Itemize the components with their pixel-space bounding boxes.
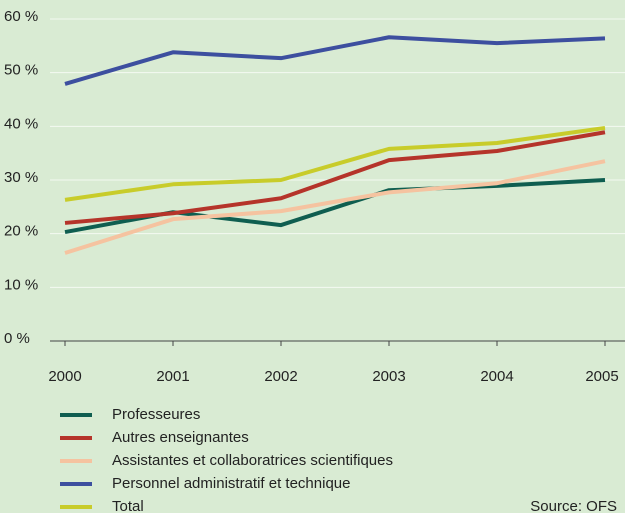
- series-line: [64, 159, 606, 255]
- y-tick-label: 10 %: [4, 276, 38, 293]
- y-tick-label: 20 %: [4, 223, 38, 240]
- y-tick-label: 30 %: [4, 169, 38, 186]
- x-tick-label: 2001: [156, 368, 189, 385]
- x-tick-label: 2003: [372, 368, 405, 385]
- series-line: [64, 35, 606, 86]
- source-note: Source: OFS: [530, 498, 617, 513]
- y-tick-label: 0 %: [4, 330, 30, 347]
- y-tick-label: 50 %: [4, 62, 38, 79]
- legend-label: Total: [112, 498, 144, 513]
- legend-label: Assistantes et collaboratrices scientifi…: [112, 452, 393, 469]
- x-tick-label: 2004: [480, 368, 513, 385]
- series-line: [64, 125, 606, 202]
- legend-label: Autres enseignantes: [112, 429, 249, 446]
- y-tick-label: 60 %: [4, 8, 38, 25]
- y-tick-label: 40 %: [4, 115, 38, 132]
- legend-label: Professeures: [112, 406, 200, 423]
- legend-label: Personnel administratif et technique: [112, 475, 350, 492]
- series-line: [64, 130, 606, 225]
- x-tick-label: 2002: [264, 368, 297, 385]
- x-tick-label: 2005: [585, 368, 618, 385]
- x-tick-label: 2000: [48, 368, 81, 385]
